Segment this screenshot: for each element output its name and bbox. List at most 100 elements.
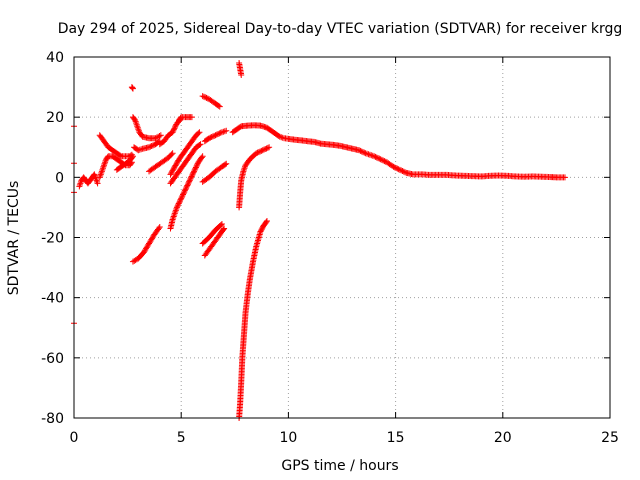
data-point (257, 148, 264, 155)
data-point (186, 178, 193, 185)
data-point (203, 94, 210, 101)
data-point (372, 153, 379, 160)
data-point (253, 150, 260, 157)
data-point (260, 146, 267, 153)
data-point (215, 102, 222, 109)
data-point (157, 132, 164, 139)
data-point (254, 149, 261, 156)
data-point (179, 192, 186, 199)
data-point (138, 146, 145, 153)
data-point (218, 129, 225, 136)
data-point (376, 155, 383, 162)
data-point (199, 93, 206, 100)
series-s20 (236, 144, 273, 211)
data-point (263, 219, 270, 226)
data-point (258, 147, 265, 154)
data-point (259, 147, 266, 154)
data-point (196, 141, 203, 148)
data-point (147, 143, 154, 150)
data-point (194, 161, 201, 168)
series-s19 (201, 127, 230, 145)
data-point (146, 144, 153, 151)
y-tick-label: -60 (41, 351, 64, 367)
data-point (211, 132, 218, 139)
data-point (264, 144, 271, 151)
data-point (185, 179, 192, 186)
data-point (167, 171, 174, 178)
data-point (206, 135, 213, 142)
data-point (184, 181, 191, 188)
data-point (208, 134, 215, 141)
x-tick-label: 5 (177, 430, 186, 446)
series-s2 (96, 153, 135, 181)
data-point (169, 167, 176, 174)
series-s11 (167, 153, 206, 232)
data-point (238, 72, 245, 79)
data-point (356, 147, 363, 154)
data-point (275, 132, 282, 139)
data-point (368, 152, 375, 159)
data-point (178, 194, 185, 201)
series-s3 (96, 132, 135, 160)
data-point (213, 131, 220, 138)
series-s12 (167, 141, 204, 187)
data-point (189, 172, 196, 179)
data-point (381, 158, 388, 165)
data-point (192, 164, 199, 171)
data-point (402, 169, 409, 176)
data-point (172, 124, 179, 131)
data-point (276, 133, 283, 140)
data-point (186, 177, 193, 184)
series-s4 (113, 153, 136, 173)
data-point (173, 160, 180, 167)
data-point (222, 161, 229, 168)
y-tick-label: 20 (46, 110, 64, 126)
grid (74, 57, 610, 418)
series-s6 (129, 114, 164, 142)
data-point (172, 162, 179, 169)
data-point (373, 154, 380, 161)
data-point (189, 170, 196, 177)
data-point (156, 132, 163, 139)
data-point (218, 220, 225, 227)
data-point (366, 151, 373, 158)
data-point (391, 164, 398, 171)
data-point (176, 199, 183, 206)
y-tick-label: -20 (41, 231, 64, 247)
data-point (369, 152, 376, 159)
data-point (181, 187, 188, 194)
data-point (255, 149, 262, 156)
data-point (357, 147, 364, 154)
data-point (183, 183, 190, 190)
y-tick-label: 0 (55, 170, 64, 186)
data-point (188, 114, 195, 121)
data-point (195, 130, 202, 137)
data-point (561, 174, 568, 181)
data-point (215, 131, 222, 138)
series-s14 (176, 114, 195, 124)
data-point (172, 122, 179, 129)
data-point (174, 203, 181, 210)
series-s9 (146, 150, 176, 175)
data-point (223, 127, 230, 134)
data-point (278, 134, 285, 141)
y-tick-label: 40 (46, 50, 64, 66)
y-tick-label: -40 (41, 291, 64, 307)
data-point (170, 126, 177, 133)
data-point (188, 173, 195, 180)
data-point (199, 153, 206, 160)
data-point (263, 217, 270, 224)
data-point (128, 84, 135, 91)
data-point (174, 158, 181, 165)
data-point (393, 165, 400, 172)
series-s16 (199, 160, 230, 185)
data-point (168, 168, 175, 175)
data-point (173, 204, 180, 211)
data-point (191, 168, 198, 175)
data-point (155, 225, 162, 232)
data-point (200, 93, 207, 100)
data-point (364, 150, 371, 157)
data-point (263, 145, 270, 152)
data-point (190, 169, 197, 176)
series-s22 (236, 60, 245, 79)
